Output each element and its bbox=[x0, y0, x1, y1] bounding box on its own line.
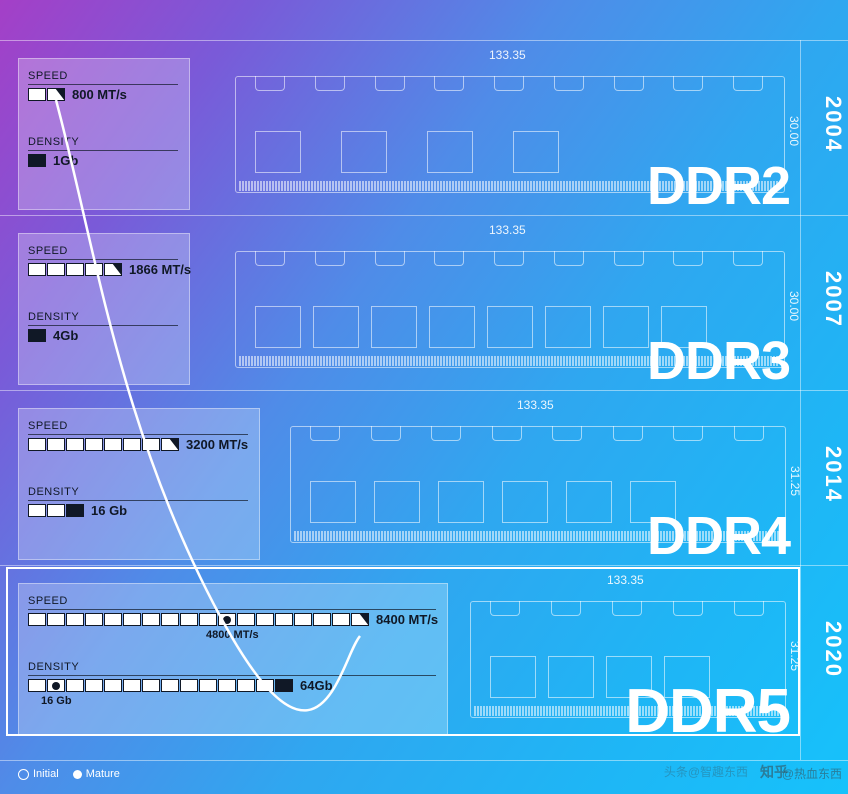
density-blocks bbox=[28, 329, 46, 342]
year-label: 2020 bbox=[820, 621, 846, 678]
length-mm: 133.35 bbox=[489, 48, 526, 62]
density-value: 16 Gb bbox=[91, 503, 127, 518]
speed-value: 3200 MT/s bbox=[186, 437, 248, 452]
speed-label: SPEED bbox=[28, 70, 68, 82]
ram-notches bbox=[255, 251, 763, 266]
ram-chips bbox=[310, 481, 676, 523]
watermark-source2: 头条@智趣东西 bbox=[664, 763, 748, 780]
speed-blocks bbox=[28, 438, 179, 451]
length-mm: 133.35 bbox=[517, 398, 554, 412]
density-value: 64Gb bbox=[300, 678, 333, 693]
ram-notches bbox=[310, 426, 764, 441]
speed-blocks bbox=[28, 263, 122, 276]
density-blocks bbox=[28, 504, 84, 517]
legend-initial: Initial bbox=[18, 768, 59, 780]
speed-blocks bbox=[28, 613, 369, 626]
ram-chips bbox=[255, 131, 559, 173]
height-mm: 31.25 bbox=[788, 466, 802, 496]
speed-underline bbox=[28, 259, 178, 260]
row-divider bbox=[0, 760, 848, 761]
density-underline bbox=[28, 675, 436, 676]
speed-value: 8400 MT/s bbox=[376, 612, 438, 627]
year-label: 2014 bbox=[820, 446, 846, 503]
density-label: DENSITY bbox=[28, 311, 79, 323]
speed-underline bbox=[28, 84, 178, 85]
row-divider bbox=[0, 40, 848, 41]
specbox-ddr5 bbox=[18, 583, 448, 735]
density-mid-label: 16 Gb bbox=[41, 695, 72, 707]
year-label: 2004 bbox=[820, 96, 846, 153]
speed-underline bbox=[28, 609, 436, 610]
density-blocks bbox=[28, 679, 293, 692]
year-label: 2007 bbox=[820, 271, 846, 328]
legend-initial-label: Initial bbox=[33, 768, 59, 780]
speed-blocks bbox=[28, 88, 65, 101]
density-underline bbox=[28, 150, 178, 151]
infographic-canvas: SPEED 800 MT/s DENSITY 1Gb 2004 133.35 3… bbox=[0, 0, 848, 794]
speed-label: SPEED bbox=[28, 595, 68, 607]
density-underline bbox=[28, 500, 248, 501]
density-underline bbox=[28, 325, 178, 326]
generation-name: DDR2 bbox=[647, 155, 790, 217]
speed-label: SPEED bbox=[28, 420, 68, 432]
density-value: 4Gb bbox=[53, 328, 78, 343]
density-label: DENSITY bbox=[28, 486, 79, 498]
ram-notches bbox=[255, 76, 763, 91]
speed-label: SPEED bbox=[28, 245, 68, 257]
density-blocks bbox=[28, 154, 46, 167]
length-mm: 133.35 bbox=[607, 573, 644, 587]
height-mm: 31.25 bbox=[788, 641, 802, 671]
height-mm: 30.00 bbox=[787, 291, 801, 321]
height-mm: 30.00 bbox=[787, 116, 801, 146]
speed-value: 1866 MT/s bbox=[129, 262, 191, 277]
generation-name: DDR4 bbox=[647, 505, 790, 567]
legend-mature: Mature bbox=[73, 768, 120, 780]
ram-chips bbox=[255, 306, 707, 348]
speed-mid-label: 4800 MT/s bbox=[206, 629, 259, 641]
watermark-source: @热血东西 bbox=[782, 765, 842, 782]
density-value: 1Gb bbox=[53, 153, 78, 168]
generation-name: DDR5 bbox=[625, 676, 790, 747]
speed-value: 800 MT/s bbox=[72, 87, 127, 102]
legend-mature-label: Mature bbox=[86, 768, 120, 780]
ram-notches bbox=[490, 601, 764, 616]
density-label: DENSITY bbox=[28, 136, 79, 148]
length-mm: 133.35 bbox=[489, 223, 526, 237]
speed-underline bbox=[28, 434, 248, 435]
legend: Initial Mature bbox=[18, 768, 120, 780]
density-label: DENSITY bbox=[28, 661, 79, 673]
generation-name: DDR3 bbox=[647, 330, 790, 392]
